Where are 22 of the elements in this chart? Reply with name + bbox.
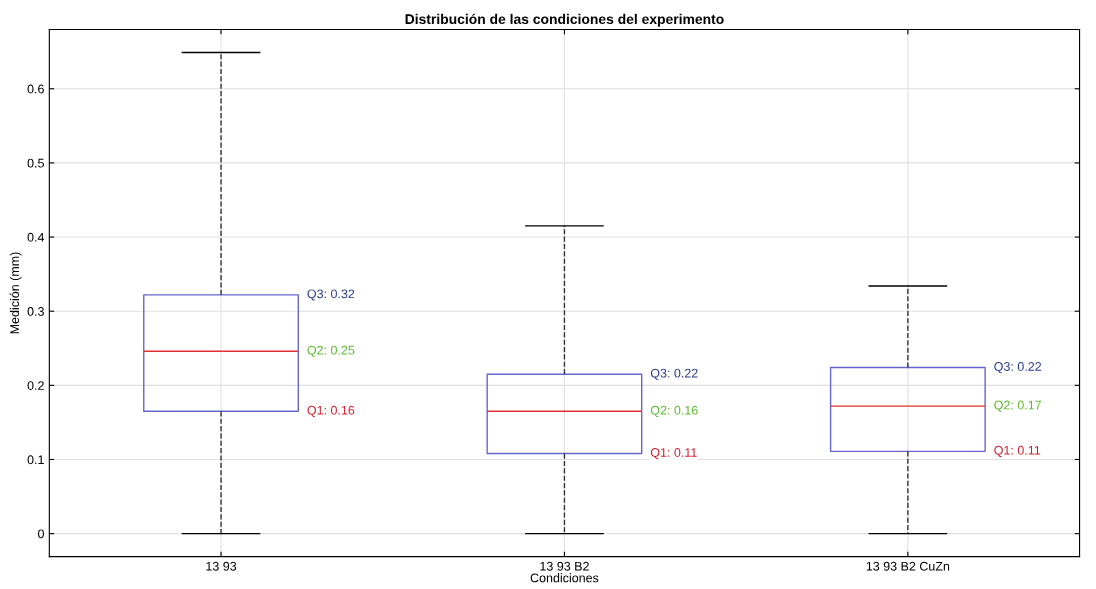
annotation: Q2: 0.25 xyxy=(307,345,355,357)
y-tick-label: 0 xyxy=(38,529,44,539)
y-tick-label: 0.4 xyxy=(27,232,45,242)
x-tick-label: 13 93 B2 CuZn xyxy=(866,561,950,571)
annotation: Q2: 0.17 xyxy=(994,400,1042,412)
x-axis-title: Condiciones xyxy=(530,573,599,583)
y-axis-title: Medición (mm) xyxy=(9,252,22,334)
y-tick-label: 0.3 xyxy=(27,306,44,316)
y-tick-label: 0.5 xyxy=(27,158,44,168)
x-tick-label: 13 93 xyxy=(206,561,237,571)
annotation: Q1: 0.16 xyxy=(307,405,355,417)
y-tick-label: 0.2 xyxy=(27,381,44,390)
annotation: Q3: 0.22 xyxy=(650,368,698,380)
annotation: Q1: 0.11 xyxy=(994,445,1041,457)
annotation: Q3: 0.22 xyxy=(994,362,1042,374)
chart-title: Distribución de las condiciones del experimento xyxy=(405,13,724,27)
annotation: Q3: 0.32 xyxy=(307,289,355,301)
y-tick-label: 0.6 xyxy=(27,84,44,94)
y-tick-label: 0.1 xyxy=(27,455,44,465)
x-tick-label: 13 93 B2 xyxy=(540,561,589,571)
annotation: Q1: 0.11 xyxy=(650,448,697,460)
annotation: Q2: 0.16 xyxy=(650,405,698,417)
